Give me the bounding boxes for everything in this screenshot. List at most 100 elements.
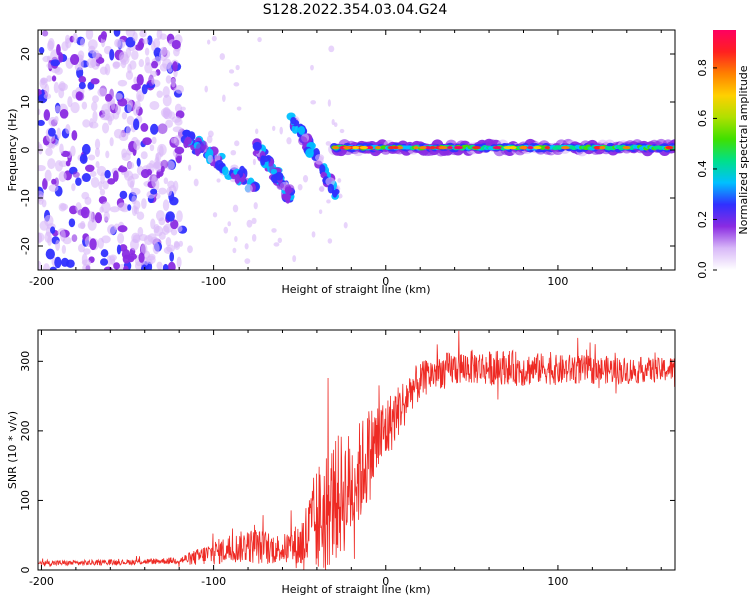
spectrogram-plot-area	[38, 30, 675, 270]
noise-blob	[165, 236, 172, 247]
noise-blob	[117, 166, 128, 173]
noise-blob	[60, 150, 71, 157]
noise-blob	[78, 76, 87, 84]
noise-blob	[45, 147, 53, 157]
noise-blob	[227, 221, 232, 227]
noise-blob	[97, 87, 107, 97]
noise-blob	[141, 84, 148, 95]
noise-blob	[125, 36, 136, 48]
noise-blob	[55, 239, 60, 251]
noise-blob	[117, 202, 127, 212]
noise-blob	[89, 170, 97, 177]
noise-blob	[143, 234, 154, 246]
line-peak	[413, 146, 419, 150]
noise-blob	[59, 143, 64, 154]
noise-blob	[273, 242, 280, 247]
noise-blob	[127, 255, 135, 263]
noise-blob	[251, 217, 257, 225]
noise-blob	[131, 232, 140, 244]
noise-blob	[114, 38, 122, 48]
noise-blob	[147, 35, 153, 46]
snr-x-tick-label: -100	[201, 575, 226, 588]
noise-blob	[56, 43, 61, 56]
noise-blob	[54, 105, 61, 113]
noise-blob	[100, 31, 108, 40]
noise-blob	[99, 66, 108, 75]
noise-blob	[160, 46, 168, 56]
noise-blob	[246, 219, 253, 228]
noise-blob	[87, 154, 96, 161]
track-blob	[319, 164, 326, 174]
spectrogram-x-tick-label: -200	[29, 275, 54, 288]
noise-blob	[51, 75, 57, 82]
noise-blob	[158, 231, 166, 240]
noise-blob	[90, 176, 100, 188]
noise-blob	[116, 244, 122, 255]
noise-blob	[71, 234, 78, 242]
noise-blob	[310, 64, 314, 71]
noise-blob	[72, 171, 80, 178]
track-blob	[290, 116, 297, 125]
noise-blob	[44, 83, 50, 95]
track-blob	[207, 154, 214, 163]
noise-blob	[211, 35, 217, 42]
noise-blob	[130, 187, 141, 196]
noise-blob	[136, 74, 144, 86]
noise-blob	[176, 256, 182, 268]
noise-blob	[61, 244, 67, 254]
noise-blob	[165, 75, 172, 84]
snr-x-tick-label: 0	[382, 575, 389, 588]
noise-blob	[331, 119, 335, 126]
track-blob	[260, 155, 266, 166]
noise-blob	[154, 156, 160, 169]
noise-blob	[109, 206, 120, 213]
noise-blob	[136, 157, 141, 167]
snr-x-tick-label: -200	[29, 575, 54, 588]
figure-title: S128.2022.354.03.04.G24	[263, 2, 448, 18]
noise-blob	[121, 152, 131, 161]
colorbar-tick-label: 0.0	[696, 261, 709, 279]
line-peak	[438, 146, 448, 150]
noise-blob	[49, 266, 57, 270]
noise-blob	[121, 111, 128, 120]
noise-blob	[167, 261, 176, 270]
noise-blob	[103, 211, 110, 222]
noise-blob	[41, 199, 47, 208]
noise-blob	[333, 122, 338, 128]
line-peak	[359, 146, 368, 150]
spectrogram-y-tick-label: 20	[19, 47, 32, 61]
line-core	[672, 145, 675, 150]
noise-blob	[230, 150, 237, 156]
noise-blob	[172, 126, 183, 133]
noise-blob	[158, 217, 166, 226]
noise-blob	[113, 262, 120, 270]
noise-blob	[85, 164, 95, 172]
noise-blob	[40, 77, 49, 84]
noise-blob	[85, 30, 94, 40]
noise-blob	[117, 225, 128, 233]
noise-blob	[127, 204, 132, 211]
line-peak	[446, 146, 453, 150]
noise-blob	[142, 38, 149, 45]
noise-blob	[235, 64, 240, 71]
line-peak	[392, 146, 399, 150]
noise-blob	[133, 118, 140, 131]
noise-blob	[68, 218, 76, 228]
noise-blob	[81, 173, 91, 183]
line-peak	[492, 146, 502, 150]
noise-blob	[38, 119, 45, 126]
line-peak	[561, 146, 570, 150]
track-blob	[270, 168, 278, 175]
noise-blob	[58, 160, 69, 167]
noise-blob	[327, 99, 331, 107]
noise-blob	[140, 123, 149, 132]
colorbar-ticks: 0.0 0.2 0.4 0.6 0.8	[696, 59, 717, 279]
line-peak	[622, 146, 631, 150]
noise-blob	[81, 143, 91, 155]
noise-blob	[219, 53, 226, 60]
snr-ticks: -200 -100 0 100 0 100 200 300	[19, 330, 675, 588]
noise-blob	[109, 88, 114, 100]
noise-blob	[47, 158, 56, 170]
noise-blob	[38, 232, 43, 244]
